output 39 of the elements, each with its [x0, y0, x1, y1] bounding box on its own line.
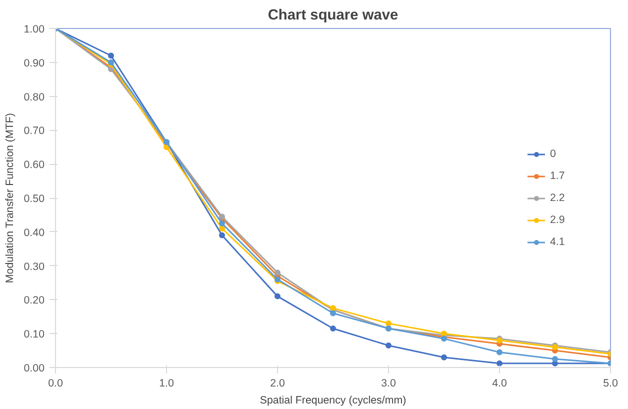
- point: [386, 320, 392, 326]
- chart-title: Chart square wave: [268, 8, 398, 24]
- x-tick-label: 4.0: [492, 378, 507, 390]
- x-tick-label: 1.0: [159, 378, 174, 390]
- x-tick-label: 5.0: [603, 378, 618, 390]
- y-tick-label: 0.60: [24, 159, 45, 172]
- y-tick-label: 0.30: [24, 260, 45, 273]
- x-axis-title: Spatial Frequency (cycles/mm): [260, 394, 406, 406]
- point: [219, 220, 225, 226]
- point: [108, 52, 114, 59]
- y-tick-label: 0.90: [24, 57, 45, 70]
- point: [496, 360, 502, 366]
- legend-label: 4.1: [550, 236, 566, 248]
- point: [496, 349, 502, 356]
- x-tick-label: 3.0: [381, 378, 396, 390]
- legend-label: 0: [550, 148, 557, 160]
- point: [330, 310, 336, 316]
- y-tick-label: 0.50: [24, 193, 45, 205]
- point: [330, 326, 336, 332]
- legend-label: 2.9: [550, 214, 566, 226]
- point: [219, 232, 225, 238]
- x-tick-label: 0.0: [48, 378, 63, 390]
- point: [274, 293, 280, 300]
- point: [441, 354, 447, 360]
- y-tick-label: 0.40: [24, 226, 45, 239]
- y-tick-label: 0.20: [24, 294, 45, 307]
- point: [386, 342, 392, 348]
- point: [274, 270, 280, 276]
- y-tick-label: 1.00: [24, 24, 45, 36]
- legend-label: 1.7: [550, 170, 566, 182]
- y-tick-label: 0.10: [24, 328, 45, 341]
- x-tick-label: 2.0: [270, 378, 285, 390]
- legend-label: 2.2: [550, 192, 566, 204]
- y-tick-label: 0.00: [24, 362, 45, 374]
- y-tick-label: 0.80: [24, 91, 45, 104]
- y-axis-title: Modulation Transfer Function (MTF): [4, 113, 16, 284]
- y-tick-label: 0.70: [24, 125, 45, 138]
- point: [219, 226, 225, 232]
- point: [552, 356, 558, 362]
